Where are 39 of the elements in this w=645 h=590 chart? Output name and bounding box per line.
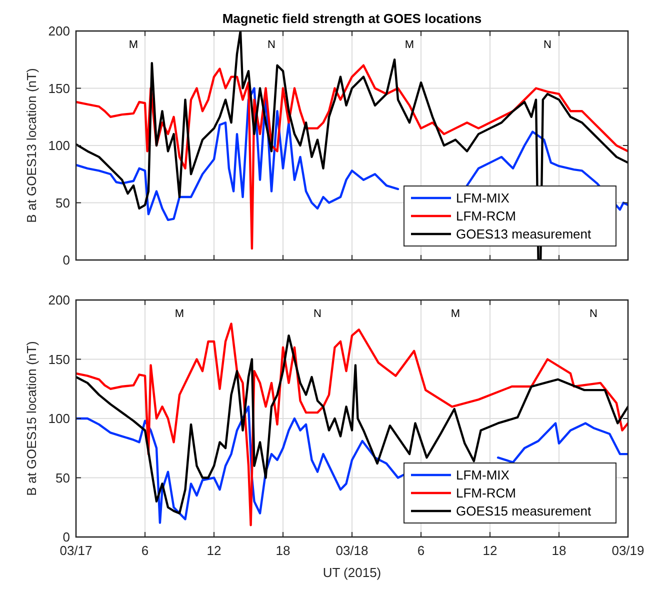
annotation: N — [268, 38, 276, 51]
annotation: M — [174, 308, 184, 320]
x-axis-title: UT (2015) — [322, 565, 382, 580]
annotation: M — [128, 38, 138, 51]
y-tick-label: 150 — [48, 352, 70, 367]
x-tick-label: 12 — [482, 543, 498, 558]
y-tick-label: 200 — [48, 292, 70, 308]
y-tick-label: 50 — [56, 470, 70, 486]
chart-title: Magnetic field strength at GOES locations — [222, 11, 482, 26]
annotation: M — [404, 38, 414, 51]
y-tick-label: 50 — [56, 195, 70, 210]
legend-label: LFM-RCM — [456, 486, 516, 501]
y-axis-title: B at GOES15 location (nT) — [24, 341, 39, 496]
line-series — [76, 31, 628, 260]
x-tick-label: 6 — [417, 543, 425, 558]
y-axis-title: B at GOES13 location (nT) — [24, 68, 39, 223]
x-tick-label: 03/19 — [612, 543, 644, 558]
legend-label: LFM-RCM — [456, 208, 516, 224]
line-series — [76, 64, 628, 250]
y-tick-label: 200 — [48, 24, 70, 39]
annotation: M — [450, 308, 460, 320]
legend-label: GOES15 measurement — [456, 504, 592, 519]
annotation: N — [314, 308, 322, 320]
x-tick-label: 03/17 — [60, 543, 92, 558]
y-tick-label: 0 — [62, 252, 70, 268]
legend-label: GOES13 measurement — [456, 226, 592, 242]
legend-label: LFM-MIX — [456, 190, 510, 206]
x-tick-label: 12 — [206, 543, 222, 558]
y-tick-label: 150 — [48, 80, 70, 96]
y-tick-label: 100 — [48, 411, 70, 426]
x-tick-label: 18 — [552, 543, 566, 558]
y-tick-label: 100 — [48, 138, 70, 154]
y-tick-label: 0 — [62, 530, 70, 545]
x-tick-label: 6 — [141, 543, 149, 558]
x-tick-label: 03/18 — [336, 543, 368, 558]
annotation: N — [590, 308, 598, 320]
annotation: N — [544, 38, 552, 51]
legend-label: LFM-MIX — [456, 468, 510, 483]
x-tick-label: 18 — [276, 543, 290, 558]
